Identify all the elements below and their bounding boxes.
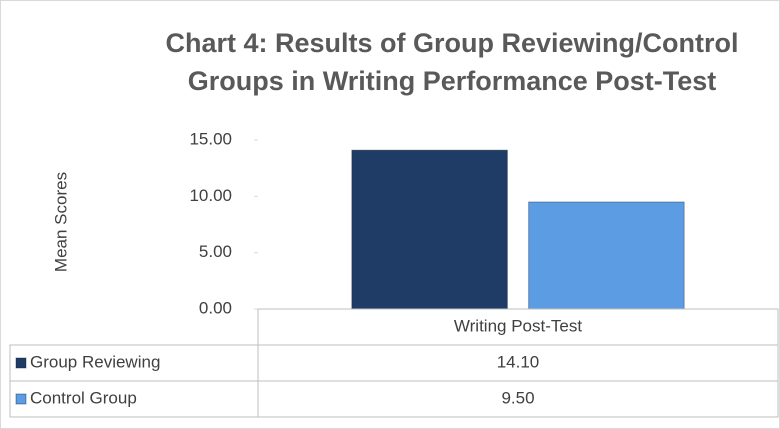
y-tick-label: 15.00	[189, 129, 232, 148]
legend-label: Control Group	[30, 388, 137, 407]
data-table-value: 9.50	[501, 388, 534, 407]
data-table-value: 14.10	[497, 352, 540, 371]
legend-key	[15, 393, 27, 405]
y-tick-label: 10.00	[189, 186, 232, 205]
y-tick-label: 0.00	[199, 298, 232, 317]
chart-title: Chart 4: Results of Group Reviewing/Cont…	[165, 28, 738, 58]
y-tick-label: 5.00	[199, 242, 232, 261]
bar	[351, 149, 508, 310]
legend-label: Group Reviewing	[30, 352, 160, 371]
bar	[528, 201, 685, 310]
chart-title: Groups in Writing Performance Post-Test	[188, 66, 717, 96]
legend-key	[15, 357, 27, 369]
x-tick-label: Writing Post-Test	[454, 316, 582, 335]
y-axis-label: Mean Scores	[51, 172, 70, 272]
